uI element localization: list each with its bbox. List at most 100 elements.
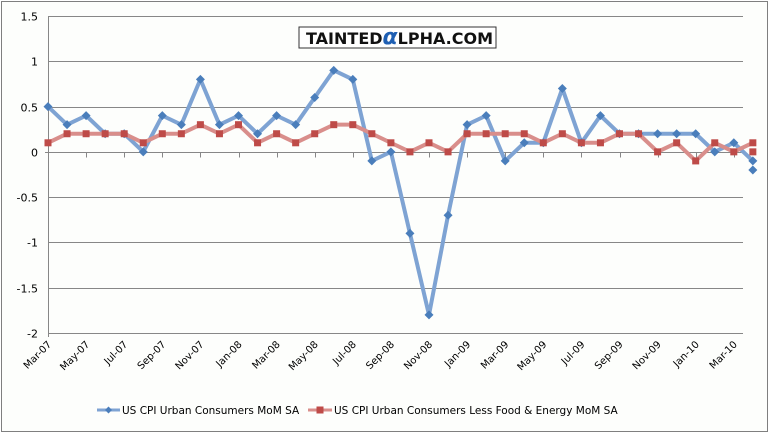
data-point-square: [101, 130, 109, 138]
x-tick-label: Jan-08: [214, 339, 245, 370]
legend-label-cpi: US CPI Urban Consumers MoM SA: [122, 405, 300, 417]
data-point-square: [292, 139, 300, 147]
data-point-diamond: [557, 83, 567, 93]
data-point-diamond: [481, 111, 491, 121]
data-point-diamond: [462, 120, 472, 130]
y-tick-label: 0: [31, 147, 38, 160]
data-point-square: [635, 130, 643, 138]
x-tick-label: Nov-08: [402, 339, 435, 372]
x-tick-label: May-09: [516, 339, 550, 373]
data-point-square: [44, 139, 52, 147]
data-point-square: [177, 130, 185, 138]
x-tick-label: Jul-07: [102, 339, 131, 368]
x-tick-label: Mar-07: [22, 339, 54, 371]
data-point-diamond: [195, 74, 205, 84]
data-point-diamond: [500, 156, 510, 166]
data-point-square: [673, 139, 681, 147]
y-tick-label: -2: [27, 328, 38, 341]
data-point-square: [387, 139, 395, 147]
data-point-diamond: [348, 74, 358, 84]
x-tick-label: May-07: [58, 339, 92, 373]
data-point-diamond: [81, 111, 91, 121]
x-tick-label: Mar-09: [479, 339, 511, 371]
x-axis-tick-labels: Mar-07 May-07 Jul-07 Sep-07 Nov-07 Jan-08 Mar-…: [22, 339, 740, 373]
data-point-diamond: [519, 138, 529, 148]
x-tick-label: Sep-07: [136, 339, 169, 372]
data-point-square: [273, 130, 281, 138]
data-point-square: [368, 130, 376, 138]
data-point-square: [654, 148, 662, 156]
x-tick-label: Nov-09: [631, 339, 664, 372]
data-point-diamond: [291, 120, 301, 130]
data-point-square: [63, 130, 71, 138]
legend: US CPI Urban Consumers MoM SA US CPI Urb…: [97, 405, 619, 417]
y-tick-label: 1: [31, 56, 38, 69]
x-tick-label: Jan-09: [442, 339, 473, 370]
data-point-diamond: [443, 210, 453, 220]
data-point-square: [406, 148, 414, 156]
data-point-square: [425, 139, 433, 147]
data-point-square: [558, 130, 566, 138]
data-point-square: [520, 130, 528, 138]
data-point-square: [311, 130, 319, 138]
data-point-square: [82, 130, 90, 138]
y-tick-label: 1.5: [21, 11, 39, 24]
data-point-square: [692, 157, 700, 165]
data-point-diamond: [748, 156, 758, 166]
data-point-square: [349, 121, 357, 129]
y-axis-tick-labels: 1.5 1 0.5 0 -0.5 -1 -1.5 -2: [17, 11, 38, 341]
data-point-square: [254, 139, 262, 147]
data-point-diamond: [710, 147, 720, 157]
x-tick-label: Sep-09: [593, 339, 626, 372]
data-point-square: [463, 130, 471, 138]
legend-item-core-cpi[interactable]: US CPI Urban Consumers Less Food & Energ…: [308, 405, 619, 417]
series-cpi: [43, 65, 758, 320]
gridlines: [49, 16, 743, 334]
data-point-square: [444, 148, 452, 156]
logo-box: [298, 26, 497, 49]
data-point-square: [158, 130, 166, 138]
data-point-diamond: [386, 147, 396, 157]
x-tick-label: May-08: [287, 339, 321, 373]
data-point-diamond: [43, 102, 53, 112]
data-point-diamond: [272, 111, 282, 121]
series-core-cpi: [44, 121, 757, 165]
logo-part2: LPHA.COM: [398, 29, 493, 48]
data-point-diamond: [424, 310, 434, 320]
y-tick-label: -0.5: [17, 192, 38, 205]
x-tick-label: Mar-10: [708, 339, 740, 371]
legend-item-cpi[interactable]: US CPI Urban Consumers MoM SA: [97, 405, 300, 417]
data-point-diamond: [214, 120, 224, 130]
data-point-diamond: [253, 129, 263, 139]
y-tick-label: 0.5: [21, 102, 39, 115]
data-point-diamond: [672, 129, 682, 139]
data-point-square: [749, 148, 757, 156]
data-point-square: [749, 139, 757, 147]
data-point-square: [501, 130, 509, 138]
data-point-diamond: [367, 156, 377, 166]
data-point-diamond: [138, 147, 148, 157]
x-tick-label: Mar-08: [251, 339, 283, 371]
legend-label-core-cpi: US CPI Urban Consumers Less Food & Energ…: [334, 405, 619, 417]
legend-diamond-icon: [105, 406, 112, 414]
data-point-square: [539, 139, 547, 147]
data-point-square: [196, 121, 204, 129]
data-point-square: [215, 130, 223, 138]
data-point-square: [330, 121, 338, 129]
tainted-alpha-logo: TAINTEDαLPHA.COM: [298, 25, 497, 50]
y-tick-label: -1.5: [17, 283, 38, 296]
data-point-diamond: [310, 93, 320, 103]
logo-text: TAINTEDαLPHA.COM: [306, 25, 493, 50]
data-point-diamond: [157, 111, 167, 121]
x-tick-label: Nov-07: [174, 339, 207, 372]
data-point-square: [711, 139, 719, 147]
data-point-square: [482, 130, 490, 138]
data-point-square: [120, 130, 128, 138]
x-tick-label: Jul-08: [330, 339, 359, 368]
series-group: [43, 65, 758, 320]
data-point-diamond: [691, 129, 701, 139]
logo-alpha: α: [383, 25, 399, 50]
data-point-diamond: [748, 165, 758, 175]
